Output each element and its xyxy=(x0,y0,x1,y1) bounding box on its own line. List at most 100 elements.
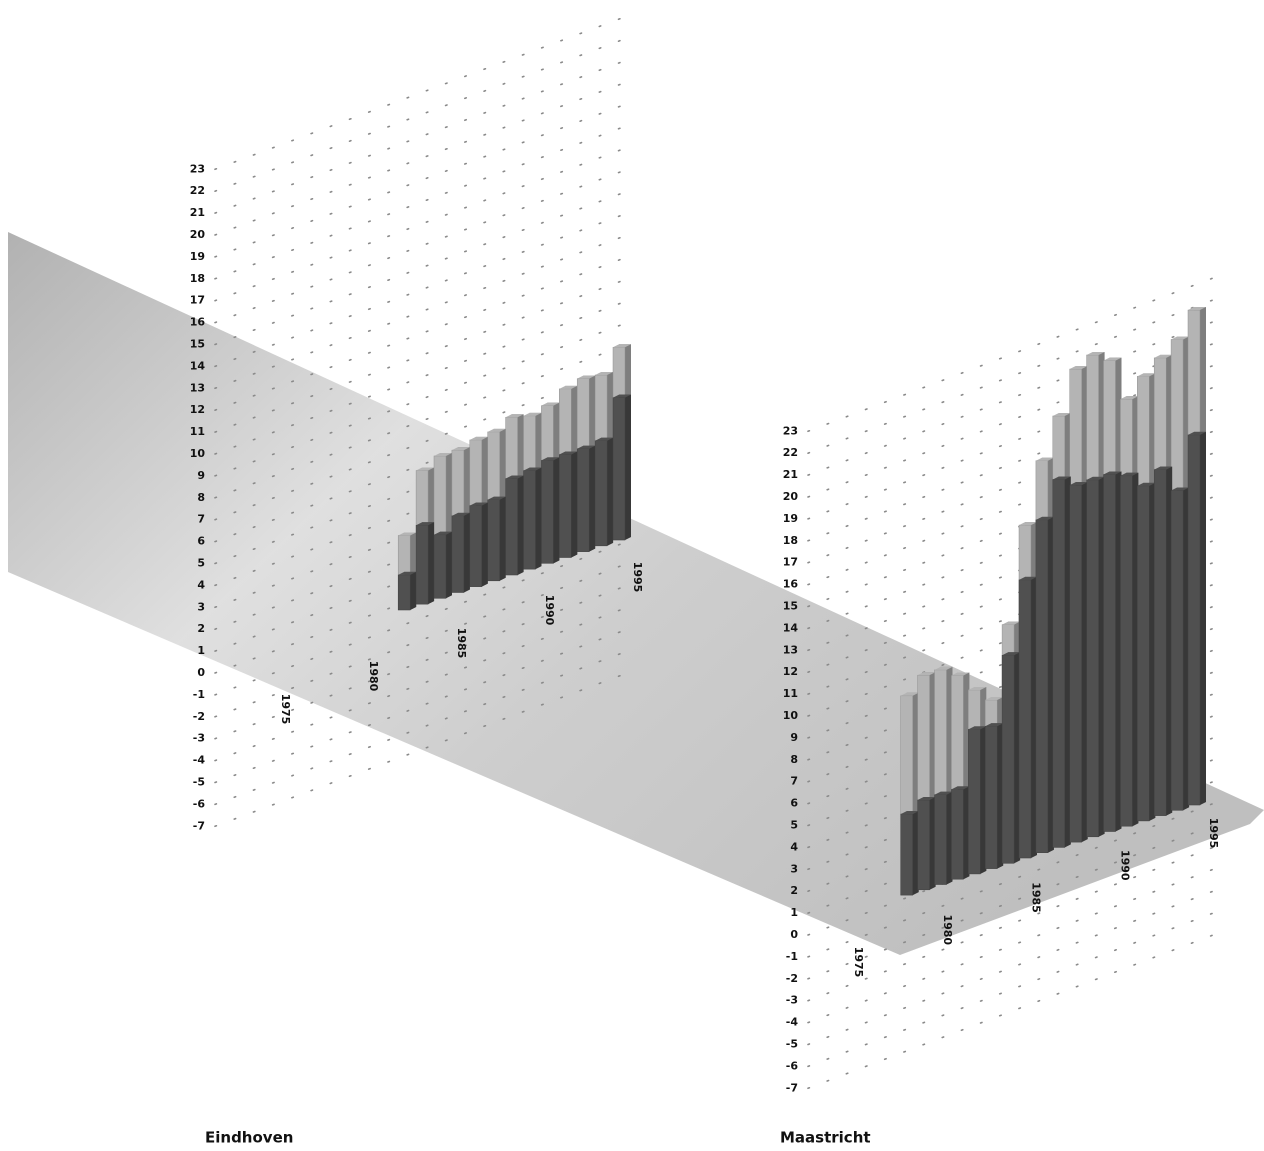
y-tick-label: 22 xyxy=(190,184,205,197)
bar-face xyxy=(487,496,506,500)
bar-face xyxy=(505,414,524,418)
bar-face xyxy=(1019,576,1037,580)
y-tick-label: 5 xyxy=(790,819,798,832)
x-tick-label: 1980 xyxy=(941,914,954,945)
x-tick-label: 1990 xyxy=(1118,850,1131,881)
bar-face xyxy=(1052,476,1071,480)
bar-face xyxy=(505,475,524,479)
y-tick-label: 22 xyxy=(783,446,798,459)
chart-title: Maastricht xyxy=(780,1129,871,1147)
grid-line xyxy=(214,626,633,784)
grid-line xyxy=(214,670,633,828)
bar xyxy=(541,457,560,564)
bar-face xyxy=(397,574,411,611)
bar xyxy=(1018,576,1037,859)
y-tick-label: 23 xyxy=(190,162,205,175)
bar xyxy=(984,723,1004,869)
y-tick-label: 20 xyxy=(783,490,799,503)
y-tick-label: 15 xyxy=(190,338,205,351)
bar-face xyxy=(951,789,964,880)
bar-face xyxy=(1171,487,1190,491)
y-tick-label: 16 xyxy=(783,578,799,591)
grid-line xyxy=(214,648,633,806)
y-tick-label: 11 xyxy=(783,687,798,700)
x-tick-label: 1975 xyxy=(279,694,292,725)
y-tick-label: 1 xyxy=(197,644,205,657)
bar-face xyxy=(1187,434,1201,806)
bar-face xyxy=(934,666,953,670)
bar-face xyxy=(523,467,542,471)
bar xyxy=(487,496,506,582)
bar-face xyxy=(487,428,506,432)
bar-face xyxy=(1103,357,1122,361)
bar-face xyxy=(1120,475,1133,827)
bar xyxy=(900,811,919,896)
grid-line xyxy=(214,604,633,762)
y-tick-label: 10 xyxy=(190,447,206,460)
bar-face xyxy=(559,454,572,558)
y-tick-label: 1 xyxy=(790,906,798,919)
bar-face xyxy=(1103,471,1122,475)
y-tick-label: 3 xyxy=(197,600,205,613)
bar xyxy=(1069,482,1088,843)
bar-face xyxy=(415,525,429,605)
bar xyxy=(594,437,614,547)
grid-line xyxy=(214,35,633,192)
bar xyxy=(1103,471,1122,832)
y-tick-label: -5 xyxy=(193,776,205,789)
bar-face xyxy=(917,799,930,891)
y-tick-label: -7 xyxy=(193,819,205,832)
y-tick-label: 9 xyxy=(790,731,798,744)
y-tick-label: 12 xyxy=(190,403,205,416)
bar-face xyxy=(613,394,631,398)
x-tick-label: 1985 xyxy=(1030,882,1043,913)
y-tick-label: 8 xyxy=(197,491,205,504)
bar-face xyxy=(576,448,590,552)
y-tick-label: 0 xyxy=(197,666,205,679)
bar-face xyxy=(1154,354,1173,358)
y-tick-label: 17 xyxy=(783,556,798,569)
bar-face xyxy=(434,452,452,456)
bar-face xyxy=(1086,476,1105,480)
bar xyxy=(559,451,578,558)
grid-line xyxy=(214,123,633,280)
y-tick-label: 17 xyxy=(190,294,205,307)
bar-face xyxy=(1002,652,1021,656)
bar-face xyxy=(1153,469,1167,816)
y-tick-label: 20 xyxy=(190,228,206,241)
bar-face xyxy=(612,397,626,541)
bar xyxy=(576,445,596,552)
bar xyxy=(1137,482,1156,822)
x-tick-label: 1990 xyxy=(543,595,556,626)
bar-face xyxy=(451,447,470,451)
y-tick-label: -4 xyxy=(193,754,206,767)
bar-face xyxy=(487,499,500,582)
y-tick-label: 12 xyxy=(783,665,798,678)
bar-face xyxy=(595,372,614,376)
bar-face xyxy=(1069,366,1088,370)
y-tick-label: 23 xyxy=(783,424,798,437)
bar xyxy=(612,394,631,541)
bar-face xyxy=(577,445,596,449)
bar-face xyxy=(968,686,987,690)
bar-face xyxy=(541,457,560,461)
bar-face xyxy=(416,467,435,471)
bar-face xyxy=(523,412,542,416)
bar-face xyxy=(433,534,447,599)
bar xyxy=(934,791,953,885)
bar-face xyxy=(1052,412,1071,416)
bar-face xyxy=(577,375,596,379)
y-tick-label: -3 xyxy=(193,732,205,745)
bar-face xyxy=(934,791,953,795)
y-tick-label: 18 xyxy=(783,534,798,547)
grid-line xyxy=(214,582,633,740)
bar xyxy=(1035,516,1054,853)
bar xyxy=(1086,476,1105,838)
y-tick-label: -3 xyxy=(786,994,798,1007)
bar-face xyxy=(594,440,608,547)
bar xyxy=(397,571,417,611)
grid-line xyxy=(214,57,633,214)
bar xyxy=(505,475,524,576)
y-tick-label: 2 xyxy=(790,884,798,897)
y-tick-label: -1 xyxy=(193,688,205,701)
